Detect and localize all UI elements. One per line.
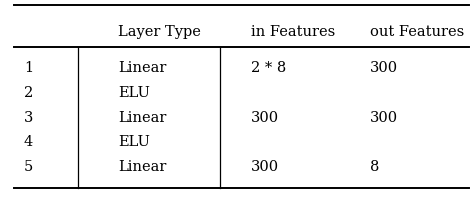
Text: Linear: Linear [118, 110, 167, 125]
Text: 300: 300 [251, 160, 279, 175]
Text: Layer Type: Layer Type [118, 25, 201, 39]
Text: 8: 8 [370, 160, 379, 175]
Text: Linear: Linear [118, 160, 167, 175]
Text: 300: 300 [370, 110, 398, 125]
Text: 2: 2 [24, 85, 33, 100]
Text: 4: 4 [24, 135, 33, 150]
Text: Linear: Linear [118, 61, 167, 75]
Text: 1: 1 [24, 61, 33, 75]
Text: ELU: ELU [118, 85, 150, 100]
Text: 5: 5 [24, 160, 33, 175]
Text: 3: 3 [24, 110, 33, 125]
Text: 2 * 8: 2 * 8 [251, 61, 286, 75]
Text: out Features: out Features [370, 25, 464, 39]
Text: 300: 300 [251, 110, 279, 125]
Text: 300: 300 [370, 61, 398, 75]
Text: in Features: in Features [251, 25, 336, 39]
Text: ELU: ELU [118, 135, 150, 150]
